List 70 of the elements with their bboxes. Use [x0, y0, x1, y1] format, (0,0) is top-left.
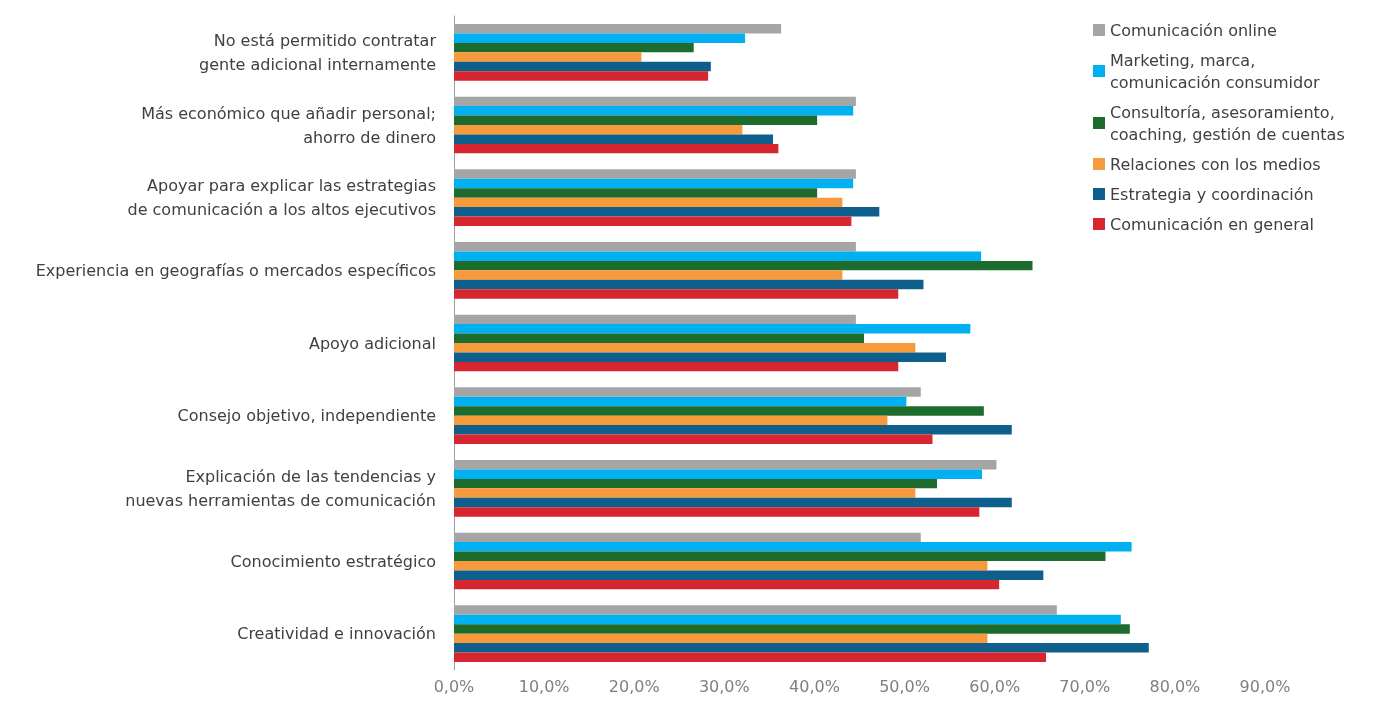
x-tick-label: 10,0%: [518, 676, 570, 696]
bar: [454, 497, 1012, 508]
bar: [454, 207, 880, 217]
bar: [454, 115, 818, 125]
x-tick-label: 0,0%: [433, 676, 475, 696]
y-tick-label: Conocimiento estratégico: [230, 551, 436, 571]
x-tick-label: 80,0%: [1149, 676, 1201, 696]
bar: [454, 542, 1132, 552]
y-tick-label: Creatividad e innovación: [237, 624, 436, 644]
bar: [454, 343, 916, 353]
x-tick-label: 20,0%: [608, 676, 660, 696]
bar: [454, 415, 888, 426]
x-tick-label: 70,0%: [1059, 676, 1111, 696]
bar: [454, 143, 779, 154]
y-tick-label: No está permitido contratar gente adicional internamente: [199, 30, 437, 74]
bar: [454, 633, 988, 644]
x-tick-label: 50,0%: [879, 676, 930, 696]
bar: [454, 333, 865, 343]
bar: [454, 178, 854, 189]
bar: [454, 42, 694, 53]
y-tick-label: Experiencia en geografías o mercados específicos: [35, 260, 436, 280]
bar: [454, 361, 899, 372]
bar: [454, 652, 1047, 663]
bar: [454, 488, 916, 498]
bar: [454, 52, 642, 62]
bar: [454, 579, 1000, 590]
legend-label: Comunicación online: [1110, 20, 1277, 40]
bar: [454, 289, 899, 299]
bar: [454, 33, 746, 43]
y-tick-label: Explicación de las tendencias y nuevas herramientas de comunicación: [125, 466, 436, 510]
bar: [454, 352, 947, 362]
y-tick-label: Apoyar para explicar las estrategias de comunicación a los altos ejecutivos: [127, 176, 436, 220]
bar: [454, 188, 818, 198]
bar: [454, 216, 852, 227]
bar: [454, 561, 988, 571]
bar: [454, 643, 1149, 653]
bar: [454, 434, 933, 445]
bar: [454, 125, 743, 135]
legend-label: Comunicación en general: [1110, 214, 1315, 234]
y-tick-label: Consejo objetivo, independiente: [177, 406, 436, 426]
legend-label: Relaciones con los medios: [1110, 154, 1321, 174]
bar: [454, 279, 924, 290]
bar: [454, 324, 971, 334]
bar: [454, 624, 1130, 634]
bar: [454, 425, 1012, 435]
x-tick-label: 40,0%: [789, 676, 840, 696]
x-tick-label: 30,0%: [698, 676, 750, 696]
bar: [454, 507, 980, 517]
bar: [454, 251, 982, 261]
bar: [454, 134, 773, 144]
bar: [454, 260, 1033, 271]
y-tick-label: Apoyo adicional: [308, 333, 436, 353]
bar: [454, 551, 1106, 561]
bar: [454, 406, 984, 416]
bar: [454, 270, 843, 280]
bar: [454, 570, 1044, 580]
y-tick-label: Más económico que añadir personal; ahorro de dinero: [141, 103, 436, 147]
bar: [454, 396, 907, 407]
bar: [454, 61, 711, 72]
bar: [454, 478, 937, 489]
bar: [454, 614, 1121, 625]
legend-label: Marketing, marca, comunicación consumidor: [1110, 50, 1320, 92]
bar: [454, 469, 983, 479]
bar: [454, 197, 843, 208]
x-tick-label: 60,0%: [969, 676, 1021, 696]
bar: [454, 106, 854, 116]
x-tick-label: 90,0%: [1239, 676, 1291, 696]
legend-label: Consultoría, asesoramiento, coaching, gestión de cuentas: [1110, 102, 1345, 144]
bar: [454, 71, 709, 81]
legend-label: Estrategia y coordinación: [1110, 184, 1314, 204]
